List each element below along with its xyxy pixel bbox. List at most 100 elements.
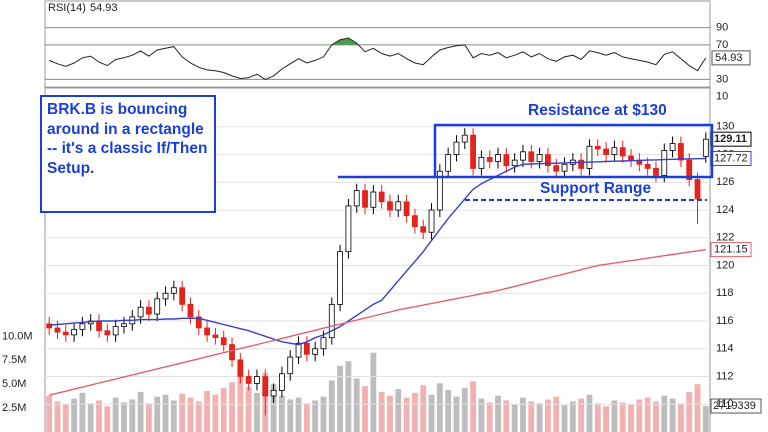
candle-body — [428, 209, 435, 233]
candle-body — [395, 201, 402, 211]
candle-body — [154, 298, 161, 315]
y-tick-label: 120 — [716, 259, 734, 271]
candle-body — [412, 215, 418, 228]
volume-tick-label: 2.5M — [2, 402, 26, 414]
candle-body — [545, 154, 551, 167]
candle-body — [445, 154, 452, 172]
y-tick-label: 126 — [716, 176, 734, 188]
candle-body — [54, 327, 61, 333]
volume-bar — [312, 400, 319, 432]
candle-body — [62, 331, 69, 336]
candle-body — [370, 191, 377, 208]
volume-bar — [445, 389, 452, 432]
candle-body — [594, 145, 601, 150]
candle-body — [146, 306, 152, 315]
volume-value-box — [710, 398, 762, 414]
moving-average — [49, 248, 706, 396]
rsi-value-label: 54.93 — [715, 52, 743, 64]
candle-body — [179, 287, 186, 305]
volume-bar — [345, 361, 352, 432]
candle-body — [79, 323, 86, 330]
volume-value-label: 2719339 — [713, 400, 756, 412]
candle-body — [453, 141, 460, 155]
candle-body — [237, 359, 244, 377]
volume-bar — [461, 388, 468, 432]
rsi-tick-label: 30 — [716, 73, 728, 85]
rsi-value: 54.93 — [90, 2, 118, 14]
candle-body — [478, 156, 485, 169]
volume-bar — [544, 399, 551, 432]
volume-bar — [154, 396, 161, 432]
candle-body — [345, 205, 352, 253]
y-tick-label: 110 — [716, 398, 734, 410]
volume-bar — [87, 403, 94, 432]
volume-bar — [104, 406, 111, 432]
volume-bar — [586, 394, 593, 432]
volume-bar — [636, 399, 643, 432]
volume-bar — [536, 403, 543, 432]
resistance-label: Resistance at $130 — [528, 102, 667, 119]
volume-bar — [503, 400, 510, 432]
candle-body — [694, 179, 701, 200]
candle-body — [561, 163, 568, 172]
volume-bar — [520, 397, 526, 432]
volume-bar — [137, 391, 144, 432]
volume-bar — [686, 391, 693, 432]
volume-bar — [112, 397, 119, 432]
ma-value-label: 127.72 — [714, 152, 748, 164]
volume-bar — [470, 381, 477, 432]
rsi-fill — [49, 38, 706, 45]
volume-bar — [370, 352, 377, 432]
volume-bar — [245, 387, 252, 432]
candle-body — [619, 147, 626, 157]
volume-bar — [220, 388, 227, 432]
volume-bar — [270, 384, 277, 432]
candle-body — [303, 342, 310, 355]
volume-bar — [428, 394, 435, 432]
candle-body — [362, 190, 368, 208]
candle-body — [220, 337, 227, 346]
volume-bar — [212, 394, 219, 432]
volume-bar — [644, 397, 651, 432]
volume-bar — [96, 400, 102, 432]
candle-body — [245, 376, 252, 384]
candle-body — [536, 154, 543, 162]
volume-bar — [287, 399, 294, 432]
candle-body — [46, 323, 53, 329]
volume-bar — [387, 395, 393, 432]
candle-body — [328, 303, 335, 339]
volume-bar — [578, 398, 585, 432]
volume-bar — [653, 401, 659, 432]
candle-body — [503, 154, 510, 167]
volume-bar — [395, 389, 402, 432]
candle-body — [254, 376, 260, 384]
price-panel — [44, 87, 711, 432]
candle-body — [686, 159, 693, 180]
volume-bar — [677, 403, 684, 432]
support-label: Support Range — [540, 180, 651, 197]
candle-body — [578, 159, 585, 169]
rsi-panel — [44, 0, 711, 88]
candle-body — [669, 143, 676, 151]
volume-bar — [528, 401, 535, 432]
volume-bar — [561, 405, 568, 432]
candle-body — [71, 328, 77, 336]
volume-bar — [229, 382, 235, 432]
candle-body — [170, 287, 177, 294]
volume-bar — [145, 403, 152, 432]
candle-body — [511, 159, 518, 167]
candle-body — [470, 134, 476, 169]
rsi-tick-label: 70 — [716, 39, 728, 51]
candle-body — [495, 154, 501, 162]
volume-bar — [411, 392, 418, 432]
volume-bar — [420, 385, 427, 432]
rsi-line — [49, 37, 707, 80]
candle-body — [486, 156, 493, 162]
volume-bar — [71, 398, 78, 432]
candle-body — [195, 316, 202, 329]
volume-bar — [187, 397, 194, 432]
volume-bar — [328, 380, 335, 432]
candle-body — [337, 251, 343, 305]
candle-body — [162, 292, 169, 300]
